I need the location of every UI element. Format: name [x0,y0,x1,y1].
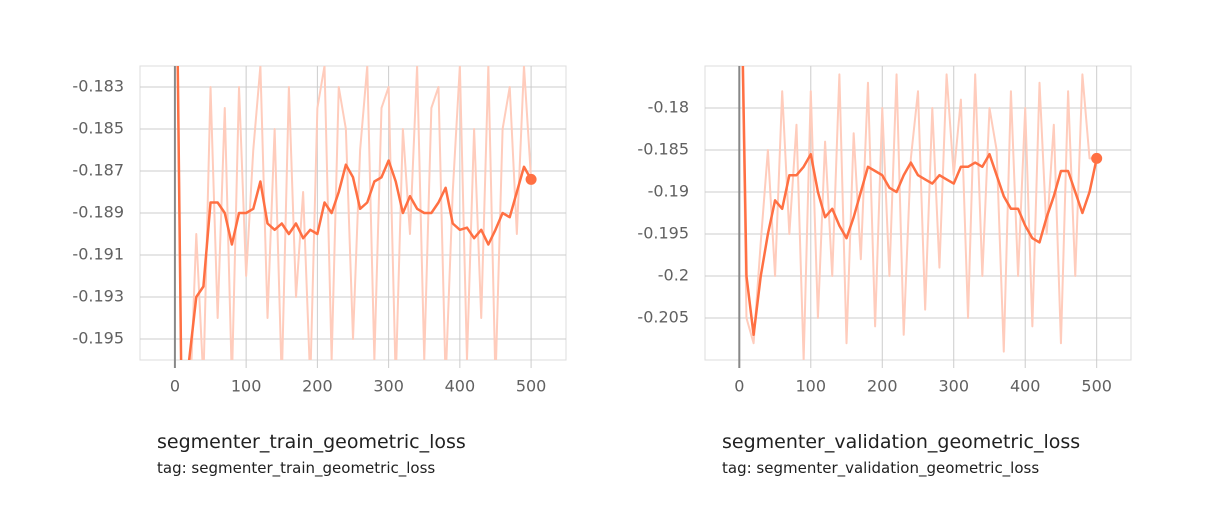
last-point-marker [1091,152,1103,164]
y-tick-label: -0.189 [72,203,124,222]
chart-title: segmenter_train_geometric_loss [157,431,466,453]
chart-subtitle: tag: segmenter_train_geometric_loss [157,459,435,478]
x-tick-label: 0 [170,377,180,396]
chart: -0.18 -0.185 -0.19 -0.195 -0.2 -0.205 0 100 200 3… [637,65,1132,478]
smoothed-line [741,66,1098,337]
y-tick-label: -0.183 [72,77,124,96]
x-tick-label: 200 [867,377,898,396]
x-tick-label: 400 [445,377,476,396]
y-tick-label: -0.19 [648,182,689,201]
y-tick-label: -0.205 [637,308,689,327]
x-tick-label: 100 [231,377,262,396]
plot-frame [704,65,1132,361]
y-tick-label: -0.193 [72,287,124,306]
x-tick-label: 500 [1081,377,1112,396]
smoothed-line [176,66,533,360]
y-tick-label: -0.195 [637,224,689,243]
chart-subtitle: tag: segmenter_validation_geometric_loss [722,459,1039,478]
chart: -0.183 -0.185 -0.187 -0.189 -0.191 -0.193 -0.1… [72,65,567,478]
x-tick-label: 300 [938,377,969,396]
y-tick-label: -0.187 [72,161,124,180]
y-tick-label: -0.185 [637,140,689,159]
x-tick-label: 200 [302,377,333,396]
x-tick-label: 300 [373,377,404,396]
raw-line [741,66,1097,360]
x-tick-label: 100 [796,377,827,396]
y-tick-label: -0.191 [72,245,124,264]
y-tick-label: -0.18 [648,98,689,117]
chart-title: segmenter_validation_geometric_loss [722,431,1080,453]
y-tick-label: -0.2 [658,266,689,285]
x-tick-label: 500 [516,377,547,396]
last-point-marker [525,173,537,185]
y-tick-label: -0.195 [72,329,124,348]
raw-line [176,66,533,360]
x-tick-label: 0 [734,377,744,396]
x-tick-label: 400 [1010,377,1041,396]
y-tick-label: -0.185 [72,119,124,138]
